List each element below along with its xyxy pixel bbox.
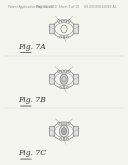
- Text: May 30, 2019  Sheet 7 of 10: May 30, 2019 Sheet 7 of 10: [36, 5, 79, 9]
- Text: US 2019/0160749 A1: US 2019/0160749 A1: [84, 5, 117, 9]
- FancyBboxPatch shape: [50, 126, 55, 136]
- Circle shape: [63, 138, 65, 140]
- Circle shape: [68, 70, 70, 73]
- FancyBboxPatch shape: [73, 24, 78, 34]
- Circle shape: [58, 122, 60, 125]
- Circle shape: [60, 36, 61, 38]
- Circle shape: [65, 20, 67, 22]
- Circle shape: [67, 36, 68, 38]
- Circle shape: [59, 125, 69, 137]
- Circle shape: [60, 74, 68, 84]
- Circle shape: [63, 36, 65, 38]
- Circle shape: [60, 86, 61, 88]
- Circle shape: [63, 86, 65, 88]
- Circle shape: [61, 20, 63, 22]
- Text: Fig. 7B: Fig. 7B: [18, 96, 46, 104]
- FancyBboxPatch shape: [73, 126, 78, 136]
- Circle shape: [68, 20, 70, 22]
- Circle shape: [61, 128, 67, 135]
- Circle shape: [60, 138, 61, 140]
- FancyBboxPatch shape: [73, 74, 78, 84]
- Circle shape: [67, 86, 68, 88]
- Circle shape: [61, 70, 63, 73]
- Circle shape: [58, 20, 60, 22]
- Circle shape: [58, 70, 60, 73]
- Circle shape: [65, 70, 67, 73]
- FancyBboxPatch shape: [50, 24, 55, 34]
- Circle shape: [67, 138, 68, 140]
- Text: Fig. 7A: Fig. 7A: [18, 43, 45, 51]
- Circle shape: [68, 122, 70, 125]
- Circle shape: [61, 122, 63, 125]
- Text: Fig. 7C: Fig. 7C: [18, 149, 46, 157]
- Text: Patent Application Publication: Patent Application Publication: [8, 5, 52, 9]
- Circle shape: [65, 122, 67, 125]
- FancyBboxPatch shape: [50, 74, 55, 84]
